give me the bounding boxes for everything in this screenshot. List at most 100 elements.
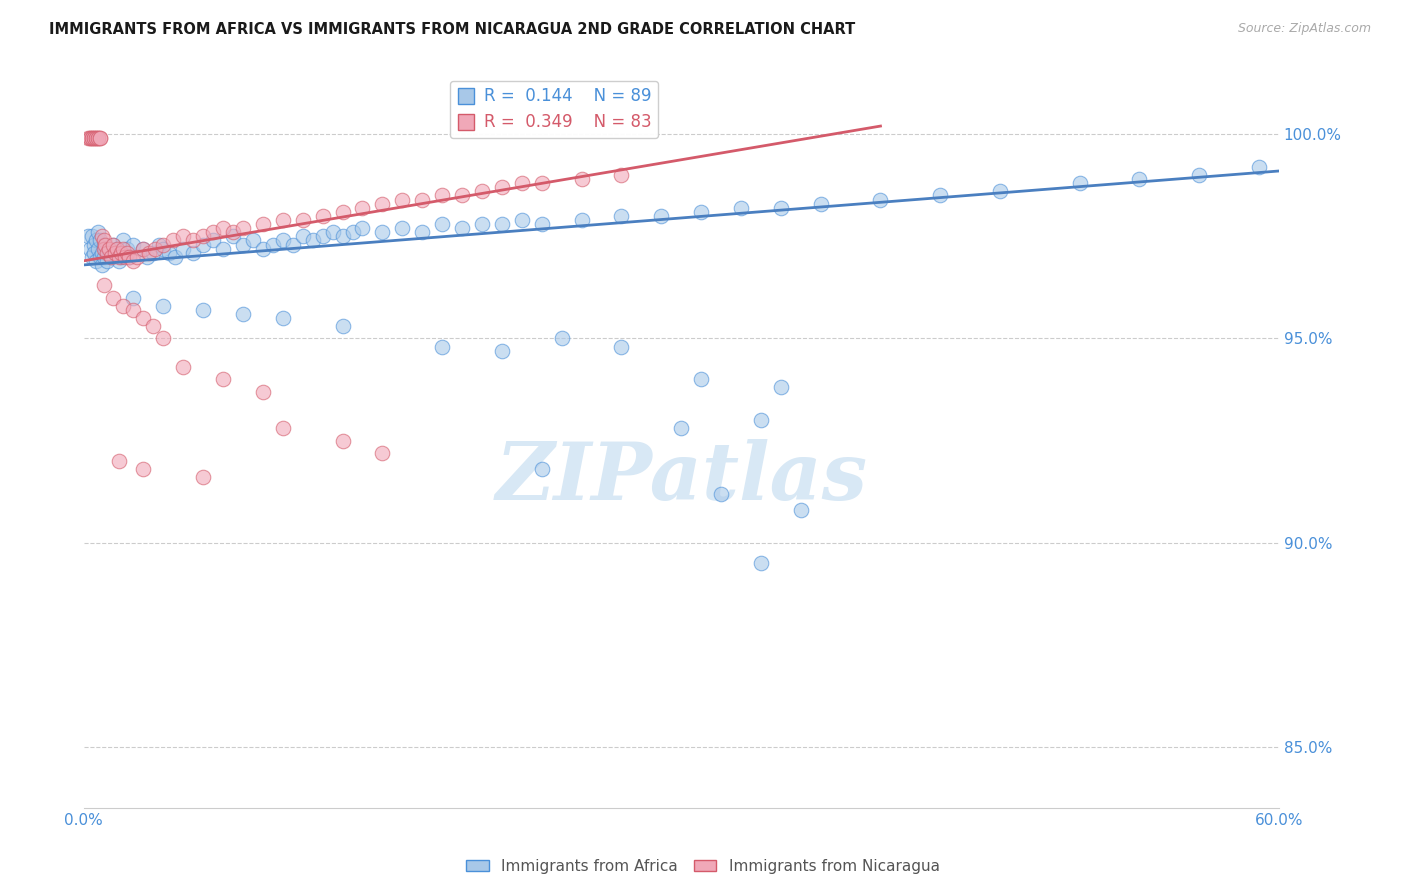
Point: [112, 234, 135, 248]
Point: [610, 340, 633, 354]
Legend: R =  0.144    N = 89, R =  0.349    N = 83: R = 0.144 N = 89, R = 0.349 N = 83: [450, 81, 658, 137]
Point: [100, 250, 122, 264]
Point: [132, 311, 155, 326]
Point: [98, 242, 121, 256]
Point: [118, 250, 141, 264]
Point: [252, 217, 274, 231]
Point: [242, 234, 264, 248]
Point: [157, 245, 180, 260]
Point: [80, 229, 103, 244]
Point: [690, 204, 713, 219]
Point: [83, 237, 105, 252]
Point: [530, 462, 553, 476]
Point: [790, 503, 813, 517]
Point: [332, 319, 354, 334]
Point: [262, 237, 284, 252]
Point: [80, 131, 103, 145]
Text: Source: ZipAtlas.com: Source: ZipAtlas.com: [1237, 22, 1371, 36]
Point: [391, 193, 413, 207]
Point: [86, 242, 108, 256]
Point: [1128, 172, 1150, 186]
Point: [212, 242, 235, 256]
Point: [530, 217, 553, 231]
Point: [371, 225, 394, 239]
Point: [83, 131, 105, 145]
Point: [1247, 160, 1270, 174]
Point: [83, 131, 105, 145]
Point: [86, 131, 108, 145]
Point: [122, 237, 145, 252]
Point: [96, 245, 118, 260]
Point: [371, 196, 394, 211]
Point: [222, 225, 245, 239]
Point: [90, 245, 112, 260]
Point: [471, 185, 494, 199]
Point: [232, 221, 254, 235]
Point: [98, 245, 121, 260]
Point: [112, 299, 135, 313]
Point: [165, 250, 187, 264]
Point: [391, 221, 413, 235]
Point: [93, 234, 115, 248]
Point: [690, 372, 713, 386]
Point: [271, 234, 294, 248]
Point: [451, 188, 474, 202]
Point: [118, 250, 141, 264]
Point: [332, 229, 354, 244]
Point: [84, 253, 107, 268]
Point: [114, 245, 136, 260]
Point: [122, 302, 145, 317]
Point: [471, 217, 494, 231]
Point: [96, 253, 118, 268]
Point: [89, 234, 111, 248]
Point: [769, 380, 792, 394]
Point: [132, 462, 155, 476]
Point: [769, 201, 792, 215]
Point: [79, 131, 101, 145]
Point: [432, 340, 454, 354]
Point: [80, 131, 103, 145]
Point: [142, 245, 165, 260]
Point: [650, 209, 672, 223]
Point: [89, 131, 111, 145]
Point: [76, 131, 98, 145]
Point: [127, 250, 149, 264]
Point: [232, 237, 254, 252]
Point: [710, 486, 733, 500]
Point: [108, 253, 131, 268]
Point: [191, 229, 214, 244]
Point: [202, 234, 225, 248]
Point: [342, 225, 364, 239]
Point: [749, 556, 772, 570]
Point: [136, 250, 159, 264]
Point: [108, 454, 131, 468]
Point: [271, 421, 294, 435]
Point: [80, 250, 103, 264]
Point: [1188, 168, 1211, 182]
Point: [132, 242, 155, 256]
Point: [172, 359, 194, 374]
Point: [510, 176, 533, 190]
Point: [107, 242, 129, 256]
Point: [929, 188, 952, 202]
Point: [103, 237, 125, 252]
Point: [152, 331, 174, 345]
Point: [271, 311, 294, 326]
Point: [610, 168, 633, 182]
Point: [191, 302, 214, 317]
Point: [551, 331, 574, 345]
Point: [138, 245, 160, 260]
Point: [84, 131, 107, 145]
Point: [191, 237, 214, 252]
Point: [103, 291, 125, 305]
Point: [671, 421, 693, 435]
Point: [530, 176, 553, 190]
Point: [100, 250, 122, 264]
Point: [89, 250, 111, 264]
Point: [301, 234, 323, 248]
Point: [107, 242, 129, 256]
Point: [432, 188, 454, 202]
Point: [94, 242, 117, 256]
Point: [311, 209, 333, 223]
Point: [322, 225, 344, 239]
